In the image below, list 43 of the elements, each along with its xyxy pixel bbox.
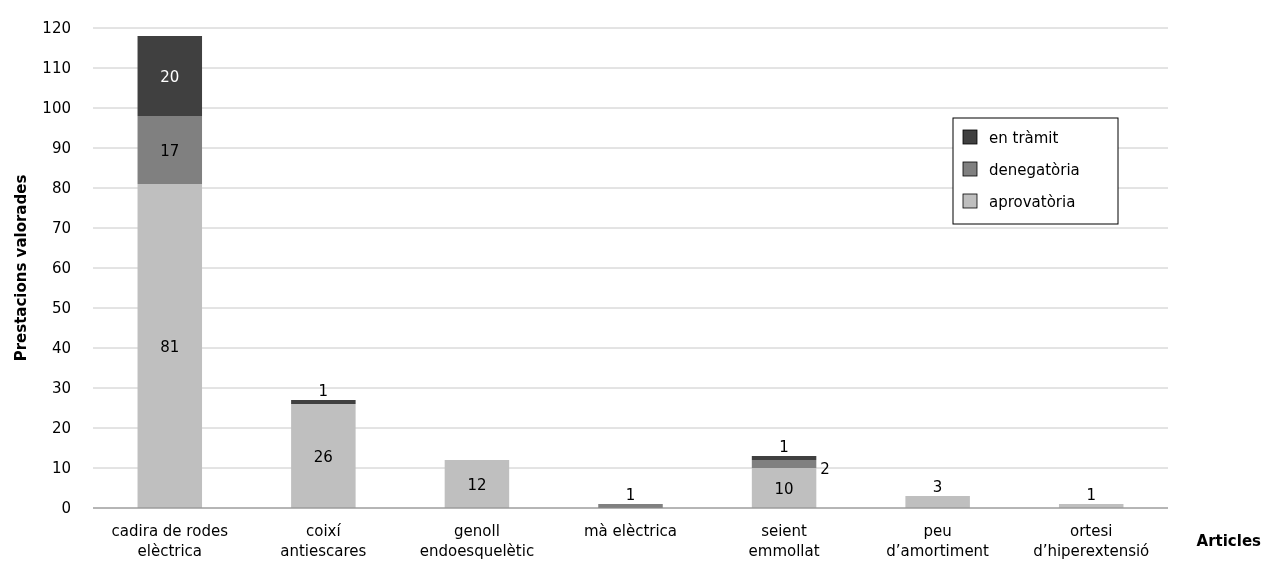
data-label: 10 — [774, 480, 794, 498]
data-label: 1 — [318, 382, 329, 400]
y-tick-label: 80 — [51, 179, 71, 197]
y-tick-label: 30 — [51, 379, 71, 397]
data-label: 1 — [1086, 486, 1096, 504]
y-tick-label: 20 — [51, 419, 71, 437]
x-axis-title: Articles — [1196, 532, 1262, 550]
data-label: 1 — [779, 438, 789, 456]
bar — [905, 496, 970, 508]
data-label: 2 — [820, 460, 830, 478]
bar — [137, 116, 203, 184]
y-tick-label: 100 — [42, 99, 71, 117]
data-label: 12 — [467, 476, 487, 494]
x-tick-label: peu d’amortiment — [886, 522, 990, 560]
x-tick-label: seient emmollat — [748, 522, 820, 560]
y-tick-label: 110 — [42, 59, 71, 77]
y-tick-label: 120 — [42, 19, 71, 37]
data-label: 3 — [932, 478, 943, 496]
x-tick-label: coixí antiescares — [280, 522, 367, 560]
data-label: 26 — [313, 448, 333, 466]
bar — [291, 400, 356, 404]
y-tick-label: 0 — [61, 499, 71, 517]
y-tick-label: 70 — [51, 219, 71, 237]
data-label: 1 — [625, 486, 636, 504]
y-tick-label: 90 — [51, 139, 71, 157]
legend-label: en tràmit — [989, 129, 1059, 147]
x-tick-label: cadira de rodes elèctrica — [111, 522, 229, 560]
x-tick-label: mà elèctrica — [583, 522, 678, 540]
bar — [137, 36, 203, 116]
bar — [751, 456, 817, 460]
y-tick-label: 50 — [51, 299, 71, 317]
y-tick-label: 40 — [51, 339, 71, 357]
y-axis-title: Prestacions valorades — [12, 174, 30, 362]
legend-label: denegatòria — [989, 161, 1080, 179]
data-label: 20 — [160, 68, 180, 86]
data-label: 81 — [160, 338, 180, 356]
x-tick-label: ortesi d’hiperextensió — [1033, 522, 1150, 560]
y-tick-label: 10 — [51, 459, 71, 477]
data-label: 17 — [160, 142, 180, 160]
y-tick-label: 60 — [51, 259, 71, 277]
x-tick-label: genoll endoesquelètic — [419, 522, 535, 560]
legend-label: aprovatòria — [989, 193, 1076, 211]
bar — [751, 460, 817, 468]
